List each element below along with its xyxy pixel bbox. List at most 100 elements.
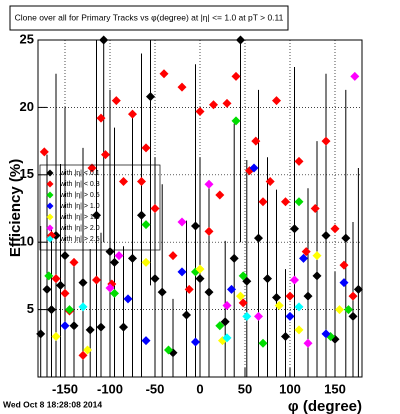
data-point [141, 257, 151, 267]
data-point [265, 177, 275, 187]
data-point [222, 333, 232, 343]
data-point [101, 150, 110, 160]
data-point [78, 350, 88, 360]
data-point [294, 302, 304, 312]
data-point [258, 338, 268, 348]
data-point [254, 233, 263, 243]
data-point [137, 177, 146, 187]
x-tick-label: -150 [52, 381, 78, 396]
data-point [272, 292, 281, 302]
data-point [344, 305, 353, 315]
data-point [157, 287, 167, 297]
data-point [110, 288, 119, 298]
y-axis-label: Efficiency (%) [7, 159, 24, 257]
timestamp: Wed Oct 8 18:28:08 2014 [3, 399, 102, 409]
y-tick-label: 10 [20, 234, 34, 249]
y-tick-label: 25 [20, 31, 34, 46]
data-point [215, 321, 225, 331]
data-point [110, 257, 119, 267]
x-tick-label: 150 [324, 381, 346, 396]
data-point [294, 325, 304, 335]
data-point [312, 251, 322, 261]
data-point [350, 71, 360, 81]
data-point [285, 291, 295, 301]
data-point [195, 274, 205, 284]
legend-box [39, 164, 161, 251]
data-point [204, 287, 214, 297]
data-point [47, 305, 56, 315]
data-point [341, 233, 351, 243]
data-point [141, 220, 151, 230]
data-point [114, 251, 124, 261]
data-point [177, 217, 187, 227]
data-point [215, 190, 225, 200]
data-point [339, 278, 349, 288]
data-point [229, 253, 239, 263]
data-point [281, 197, 290, 207]
data-point [281, 332, 290, 342]
data-point [231, 116, 241, 126]
legend-marker [46, 202, 54, 210]
data-point [335, 305, 344, 315]
legend-marker [46, 213, 54, 221]
data-point [146, 92, 155, 102]
data-point [312, 271, 322, 281]
legend-marker [46, 235, 54, 243]
legend-label: with |η| < 0.1 [59, 170, 100, 177]
x-tick-label: 50 [238, 381, 252, 396]
data-point [321, 329, 331, 339]
data-point [195, 106, 205, 116]
data-point [191, 337, 200, 347]
data-point [69, 257, 79, 267]
data-point [222, 301, 232, 311]
x-axis-label: φ (degree) [288, 398, 362, 414]
plot-frame [37, 39, 363, 378]
data-point [220, 317, 230, 327]
legend-label: with |η| > 1.0 [59, 203, 100, 210]
data-point [177, 267, 187, 277]
data-point [238, 298, 248, 308]
legend-label: with |η| > 1.5 [59, 214, 100, 221]
legend-label: with |η| > 2.5 [59, 236, 100, 243]
data-point [105, 283, 115, 293]
data-point [310, 204, 320, 213]
data-point [119, 322, 128, 332]
data-point [290, 224, 299, 234]
data-point [321, 136, 331, 146]
x-tick-label: -50 [146, 381, 165, 396]
data-point [105, 247, 115, 257]
data-point [303, 291, 313, 301]
chart-title: Clone over all for Primary Tracks vs φ(d… [15, 12, 284, 22]
data-point [87, 163, 97, 173]
data-point [150, 204, 160, 213]
data-point [339, 260, 349, 270]
legend-label: with |η| < 0.3 [59, 181, 100, 188]
y-tick-label: 15 [20, 166, 34, 181]
legend-marker [46, 191, 54, 199]
data-point [348, 291, 358, 301]
data-point [137, 210, 146, 220]
data-point [299, 253, 308, 263]
data-point [44, 271, 54, 281]
data-point [123, 294, 133, 304]
x-tick-label: 100 [279, 381, 301, 396]
data-point [60, 288, 70, 298]
legend-marker [46, 180, 54, 188]
data-point [348, 311, 358, 321]
data-point [177, 82, 187, 92]
data-point [272, 96, 281, 106]
data-point [78, 278, 88, 288]
data-point [251, 136, 261, 146]
data-point [254, 311, 263, 321]
data-point [60, 321, 70, 331]
data-point [141, 143, 151, 153]
data-point [119, 177, 128, 187]
data-point [159, 69, 169, 79]
data-point [85, 325, 95, 335]
legend-label: with |η| > 2.0 [59, 225, 100, 232]
data-point [209, 100, 218, 110]
data-point [321, 230, 331, 240]
data-point [60, 251, 70, 261]
data-point [285, 311, 295, 321]
